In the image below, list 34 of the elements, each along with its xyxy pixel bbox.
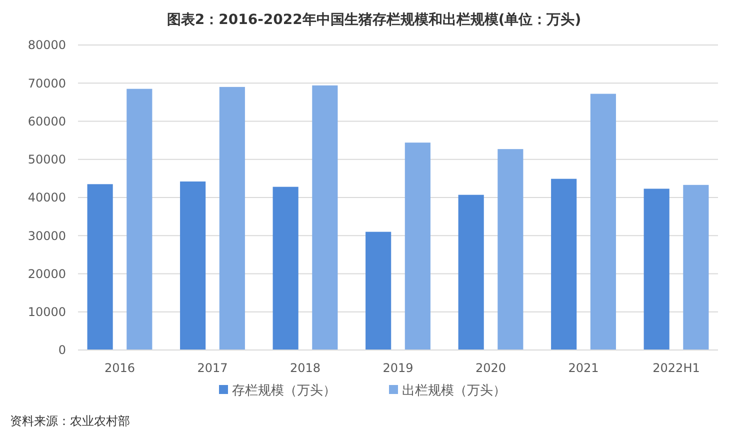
y-tick-label: 10000: [28, 305, 66, 320]
y-tick-label: 40000: [28, 190, 66, 205]
bar: [87, 184, 113, 350]
y-tick-label: 50000: [28, 152, 66, 167]
bar: [219, 86, 245, 350]
y-tick-label: 20000: [28, 266, 66, 281]
bar: [458, 194, 484, 350]
x-tick-label: 2019: [382, 361, 414, 375]
text: 资料来源：农业农村部: [10, 414, 130, 428]
bar: [180, 181, 206, 350]
chart-title: 图表2：2016-2022年中国生猪存栏规模和出栏规模(单位：万头): [166, 12, 582, 28]
x-tick-label: 2016: [104, 361, 136, 375]
bar: [272, 186, 298, 350]
legend-label: 存栏规模（万头）: [232, 384, 336, 399]
x-tick-label: 2021: [568, 361, 599, 375]
y-tick-label: 0: [58, 343, 66, 358]
bar: [551, 178, 577, 350]
bar: [312, 85, 338, 350]
bar: [644, 188, 670, 350]
y-tick-label: 30000: [28, 228, 66, 243]
y-tick-label: 80000: [28, 38, 66, 52]
bar: [498, 149, 524, 350]
x-tick-label: 2017: [197, 361, 228, 375]
legend-label: 出栏规模（万头）: [402, 384, 506, 399]
y-tick-label: 70000: [28, 76, 66, 90]
bar: [404, 142, 430, 350]
x-tick-label: 2022H1: [652, 361, 700, 375]
bar: [590, 94, 616, 350]
bar: [366, 232, 392, 350]
y-tick-label: 60000: [28, 114, 66, 128]
bar: [126, 88, 152, 350]
x-tick-label: 2020: [475, 361, 506, 375]
bar: [683, 184, 709, 350]
x-tick-label: 2018: [290, 361, 321, 375]
